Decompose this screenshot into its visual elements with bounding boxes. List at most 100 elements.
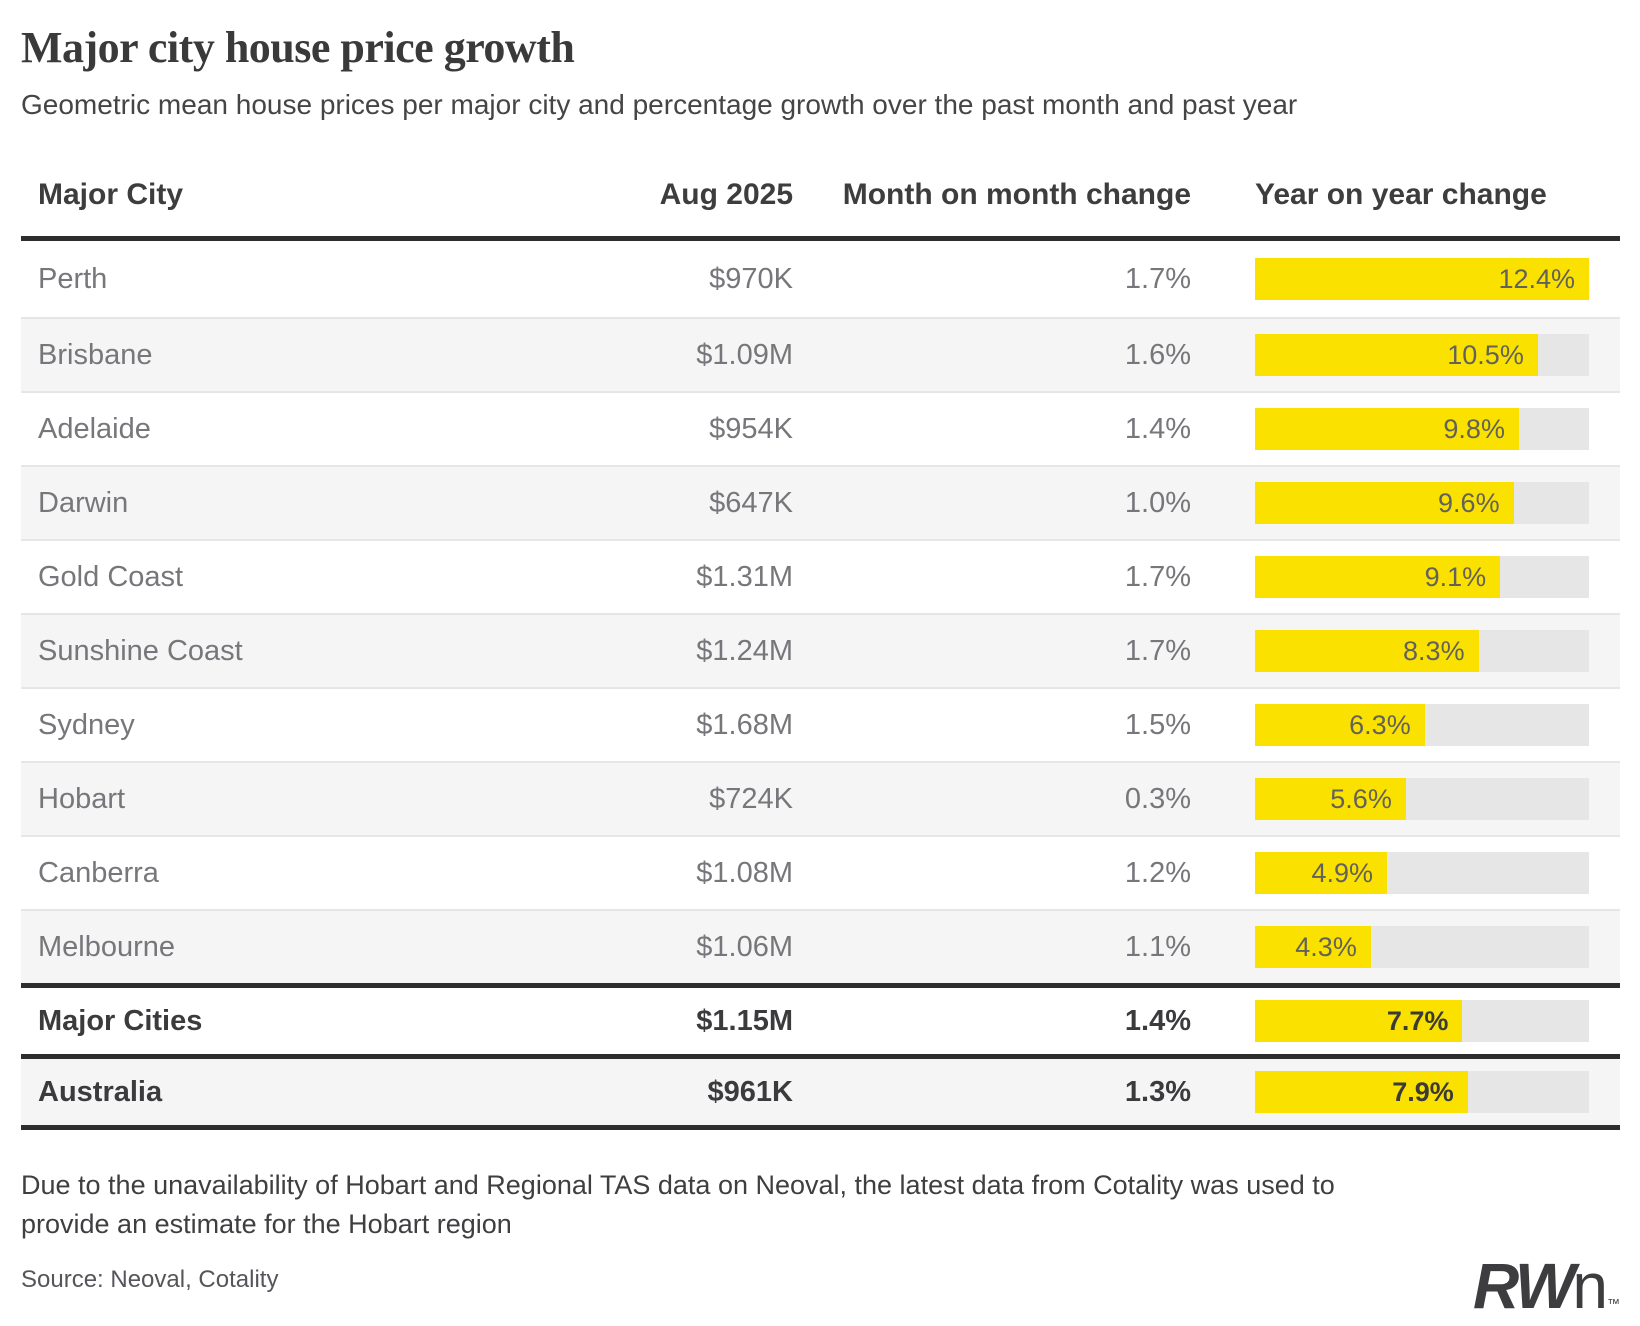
table-row: Sunshine Coast $1.24M 1.7% 8.3% (21, 613, 1620, 688)
yoy-bar: 5.6% (1255, 778, 1406, 821)
table-row: Melbourne $1.06M 1.1% 4.3% (21, 909, 1620, 984)
price-cell: $1.15M (696, 1004, 793, 1037)
yoy-change-cell: 7.9% (1191, 1071, 1620, 1114)
table-body: Perth $970K 1.7% 12.4% Brisbane $1.09M 1.6% 10.… (21, 241, 1620, 1131)
yoy-change-cell: 5.6% (1191, 778, 1620, 821)
mom-change-cell: 1.5% (1124, 708, 1191, 741)
yoy-change-cell: 7.7% (1191, 1000, 1620, 1043)
yoy-change-cell: 4.9% (1191, 852, 1620, 895)
city-cell: Major Cities (38, 1004, 203, 1037)
column-header-major-city: Major City (38, 178, 184, 212)
price-table: Major City Aug 2025 Month on month chang… (21, 123, 1620, 1131)
price-cell: $954K (709, 412, 793, 445)
yoy-bar-track: 9.8% (1255, 408, 1589, 451)
yoy-bar: 10.5% (1255, 334, 1538, 377)
city-cell: Adelaide (38, 412, 151, 445)
table-row: Gold Coast $1.31M 1.7% 9.1% (21, 539, 1620, 613)
yoy-bar: 9.1% (1255, 556, 1501, 599)
table-row: Adelaide $954K 1.4% 9.8% (21, 391, 1620, 465)
yoy-change-cell: 9.1% (1191, 556, 1620, 599)
city-cell: Brisbane (38, 338, 153, 371)
mom-change-cell: 1.4% (1124, 412, 1191, 445)
city-cell: Australia (38, 1075, 163, 1108)
column-header-yoy-change: Year on year change (1255, 178, 1547, 212)
rwn-logo: RWn™ (1473, 1254, 1620, 1318)
price-cell: $1.31M (696, 560, 793, 593)
yoy-bar: 4.3% (1255, 926, 1371, 969)
yoy-bar: 7.7% (1255, 1000, 1463, 1043)
table-row: Sydney $1.68M 1.5% 6.3% (21, 687, 1620, 761)
table-row: Australia $961K 1.3% 7.9% (21, 1054, 1620, 1126)
table-row: Darwin $647K 1.0% 9.6% (21, 465, 1620, 540)
mom-change-cell: 1.7% (1124, 262, 1191, 295)
city-cell: Sunshine Coast (38, 634, 243, 667)
price-cell: $1.08M (696, 856, 793, 889)
mom-change-cell: 1.4% (1124, 1004, 1191, 1037)
city-cell: Canberra (38, 856, 159, 889)
price-cell: $961K (707, 1075, 793, 1108)
yoy-change-cell: 6.3% (1191, 704, 1620, 747)
price-cell: $1.68M (696, 708, 793, 741)
mom-change-cell: 1.0% (1124, 486, 1191, 519)
table-row: Major Cities $1.15M 1.4% 7.7% (21, 983, 1620, 1054)
mom-change-cell: 1.6% (1124, 338, 1191, 371)
city-cell: Gold Coast (38, 560, 184, 593)
price-cell: $970K (709, 262, 793, 295)
yoy-bar: 9.6% (1255, 482, 1514, 525)
mom-change-cell: 1.3% (1124, 1075, 1191, 1108)
yoy-bar-track: 8.3% (1255, 630, 1589, 673)
city-cell: Hobart (38, 782, 126, 815)
yoy-bar: 4.9% (1255, 852, 1387, 895)
yoy-change-cell: 9.6% (1191, 482, 1620, 525)
yoy-change-cell: 8.3% (1191, 630, 1620, 673)
yoy-bar-track: 9.1% (1255, 556, 1589, 599)
city-cell: Sydney (38, 708, 135, 741)
price-cell: $1.24M (696, 634, 793, 667)
table-header-row: Major City Aug 2025 Month on month chang… (21, 123, 1620, 242)
page-title: Major city house price growth (21, 23, 575, 72)
price-cell: $647K (709, 486, 793, 519)
yoy-change-cell: 10.5% (1191, 334, 1620, 377)
rwn-logo-bold: RW (1472, 1250, 1575, 1322)
table-row: Canberra $1.08M 1.2% 4.9% (21, 835, 1620, 909)
yoy-bar: 9.8% (1255, 408, 1519, 451)
yoy-change-cell: 12.4% (1191, 258, 1620, 301)
column-header-mom-change: Month on month change (842, 178, 1191, 212)
mom-change-cell: 0.3% (1124, 782, 1191, 815)
yoy-bar-track: 12.4% (1255, 258, 1589, 301)
table-row: Brisbane $1.09M 1.6% 10.5% (21, 317, 1620, 392)
yoy-change-cell: 4.3% (1191, 926, 1620, 969)
yoy-bar: 8.3% (1255, 630, 1479, 673)
price-cell: $724K (709, 782, 793, 815)
yoy-bar-track: 10.5% (1255, 334, 1589, 377)
mom-change-cell: 1.7% (1124, 634, 1191, 667)
price-cell: $1.06M (696, 930, 793, 963)
trademark-symbol: ™ (1607, 1296, 1620, 1311)
yoy-bar-track: 9.6% (1255, 482, 1589, 525)
price-cell: $1.09M (696, 338, 793, 371)
yoy-bar-track: 7.9% (1255, 1071, 1589, 1114)
yoy-bar-track: 6.3% (1255, 704, 1589, 747)
yoy-bar: 12.4% (1255, 258, 1589, 301)
rwn-logo-light: n (1572, 1250, 1608, 1322)
yoy-bar-track: 5.6% (1255, 778, 1589, 821)
yoy-bar-track: 7.7% (1255, 1000, 1589, 1043)
source-label: Source: Neoval, Cotality (21, 1266, 279, 1294)
yoy-bar: 6.3% (1255, 704, 1425, 747)
mom-change-cell: 1.7% (1124, 560, 1191, 593)
mom-change-cell: 1.1% (1124, 930, 1191, 963)
table-row: Perth $970K 1.7% 12.4% (21, 241, 1620, 317)
yoy-change-cell: 9.8% (1191, 408, 1620, 451)
column-header-aug-2025: Aug 2025 (659, 178, 793, 212)
city-cell: Perth (38, 262, 108, 295)
city-cell: Darwin (38, 486, 129, 519)
yoy-bar-track: 4.9% (1255, 852, 1589, 895)
mom-change-cell: 1.2% (1124, 856, 1191, 889)
city-cell: Melbourne (38, 930, 176, 963)
yoy-bar: 7.9% (1255, 1071, 1468, 1114)
yoy-bar-track: 4.3% (1255, 926, 1589, 969)
page-subtitle: Geometric mean house prices per major ci… (21, 88, 1298, 120)
table-row: Hobart $724K 0.3% 5.6% (21, 761, 1620, 836)
footnote: Due to the unavailability of Hobart and … (21, 1170, 1335, 1240)
